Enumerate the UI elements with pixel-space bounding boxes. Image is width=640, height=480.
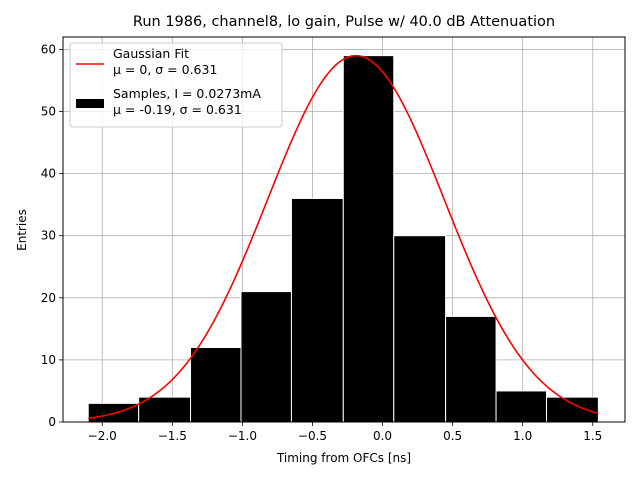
- histogram-bar: [342, 55, 395, 423]
- legend-patch-swatch: [76, 99, 104, 108]
- histogram-bar: [138, 396, 192, 423]
- y-tick-label: 10: [41, 353, 56, 367]
- histogram-bar: [393, 235, 447, 423]
- y-tick-label: 20: [41, 291, 56, 305]
- histogram-bar: [290, 197, 344, 423]
- y-axis-label: Entries: [15, 209, 29, 251]
- legend-label: Gaussian Fit: [113, 46, 189, 61]
- legend-box: [69, 42, 283, 128]
- x-tick-label: 0.0: [373, 429, 392, 443]
- histogram-bars: [87, 55, 599, 423]
- histogram-bar: [240, 291, 292, 423]
- chart-title: Run 1986, channel8, lo gain, Pulse w/ 40…: [133, 14, 555, 30]
- x-tick-label: −1.0: [228, 429, 257, 443]
- legend-stats: μ = -0.19, σ = 0.631: [113, 102, 242, 117]
- x-tick-label: 1.5: [583, 429, 602, 443]
- gaussian-fit-curve: [88, 54, 599, 420]
- histogram-bar: [546, 396, 599, 423]
- histogram-bar: [495, 390, 548, 423]
- y-tick-label: 0: [48, 415, 56, 429]
- histogram-bar: [445, 315, 497, 423]
- histogram-bar: [190, 346, 242, 423]
- x-tick-label: 0.5: [443, 429, 462, 443]
- y-tick-label: 40: [41, 167, 56, 181]
- plot-frame: [62, 36, 626, 423]
- y-tick-label: 50: [41, 105, 56, 119]
- legend-label: Samples, I = 0.0273mA: [113, 86, 261, 101]
- x-tick-label: −1.5: [158, 429, 187, 443]
- y-tick-label: 60: [41, 42, 56, 56]
- x-tick-label: −2.0: [88, 429, 117, 443]
- x-tick-label: 1.0: [513, 429, 532, 443]
- legend-stats: μ = 0, σ = 0.631: [113, 62, 217, 77]
- y-tick-label: 30: [41, 229, 56, 243]
- x-axis-label: Timing from OFCs [ns]: [276, 451, 411, 465]
- fit-curve-group: [88, 54, 599, 420]
- axes: −2.0 −1.5 −1.0 −0.5 0.0 0.5 1.0 1.5 0 10 20 30 40 50 6…: [41, 36, 626, 443]
- x-tick-label: −0.5: [298, 429, 327, 443]
